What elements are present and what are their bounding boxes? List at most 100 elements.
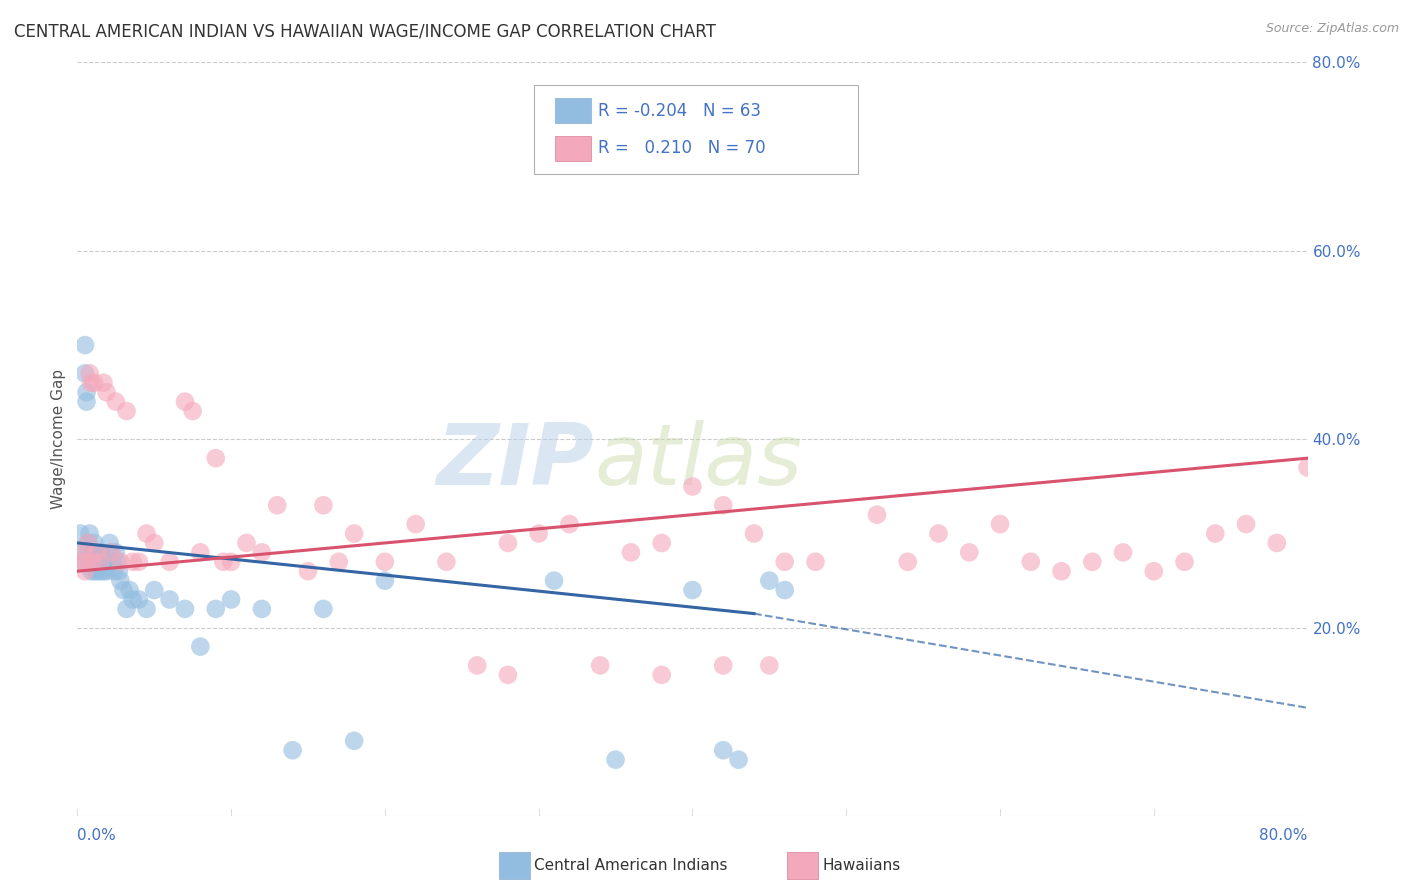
Point — [219, 555, 242, 569]
Point — [76, 555, 98, 569]
Point — [312, 602, 335, 616]
Point — [110, 574, 132, 588]
Point — [235, 536, 257, 550]
Text: ZIP: ZIP — [436, 420, 595, 503]
Point — [72, 555, 94, 569]
Point — [219, 592, 242, 607]
Point — [79, 526, 101, 541]
Point — [87, 555, 110, 569]
Point — [89, 555, 111, 569]
Point — [77, 536, 100, 550]
Point — [103, 564, 125, 578]
Point — [100, 545, 122, 559]
Point — [589, 658, 612, 673]
Point — [90, 545, 114, 559]
Point — [204, 451, 226, 466]
Point — [73, 564, 96, 578]
Point — [328, 555, 350, 569]
Point — [84, 555, 107, 569]
Point — [83, 376, 105, 390]
Point — [742, 526, 765, 541]
Point — [773, 583, 796, 598]
Point — [266, 498, 288, 512]
Point — [682, 583, 704, 598]
Point — [86, 545, 108, 559]
Point — [77, 536, 100, 550]
Point — [115, 404, 138, 418]
Point — [988, 517, 1011, 532]
Point — [90, 555, 114, 569]
Point — [250, 545, 273, 559]
Point — [897, 555, 920, 569]
Point — [105, 555, 128, 569]
Point — [89, 555, 111, 569]
Point — [651, 668, 673, 682]
Point — [82, 555, 104, 569]
Point — [620, 545, 643, 559]
Point — [758, 574, 780, 588]
Point — [121, 592, 143, 607]
Point — [79, 367, 101, 381]
Point — [82, 545, 104, 559]
Point — [1050, 564, 1073, 578]
Point — [82, 555, 104, 569]
Point — [96, 564, 118, 578]
Point — [77, 545, 100, 559]
Point — [96, 385, 118, 400]
Point — [212, 555, 235, 569]
Point — [281, 743, 304, 757]
Point — [70, 545, 93, 559]
Text: atlas: atlas — [595, 420, 801, 503]
Point — [83, 536, 105, 550]
Point — [80, 555, 103, 569]
Point — [76, 385, 98, 400]
Point — [1081, 555, 1104, 569]
Point — [79, 555, 101, 569]
Point — [1019, 555, 1042, 569]
Point — [80, 376, 103, 390]
Point — [758, 658, 780, 673]
Point — [93, 564, 115, 578]
Point — [928, 526, 950, 541]
Point — [135, 602, 157, 616]
Point — [711, 658, 734, 673]
Point — [436, 555, 458, 569]
Point — [343, 733, 366, 747]
Point — [108, 564, 131, 578]
Point — [72, 545, 94, 559]
Point — [1112, 545, 1135, 559]
Point — [115, 602, 138, 616]
Point — [465, 658, 488, 673]
Text: Central American Indians: Central American Indians — [534, 858, 728, 872]
Point — [98, 536, 121, 550]
Point — [496, 536, 519, 550]
Point — [112, 583, 135, 598]
Point — [405, 517, 427, 532]
Point — [527, 526, 550, 541]
Text: 0.0%: 0.0% — [77, 828, 117, 843]
Point — [188, 640, 212, 654]
Point — [558, 517, 581, 532]
Point — [83, 564, 105, 578]
Point — [89, 564, 111, 578]
Point — [104, 545, 127, 559]
Point — [1174, 555, 1197, 569]
Point — [651, 536, 673, 550]
Point — [343, 526, 366, 541]
Point — [543, 574, 565, 588]
Point — [181, 404, 204, 418]
Point — [773, 555, 796, 569]
Point — [97, 555, 120, 569]
Text: Hawaiians: Hawaiians — [823, 858, 901, 872]
Point — [143, 583, 166, 598]
Point — [174, 394, 197, 409]
Point — [605, 753, 627, 767]
Point — [1296, 460, 1319, 475]
Text: R = -0.204   N = 63: R = -0.204 N = 63 — [598, 102, 761, 120]
Point — [866, 508, 889, 522]
Point — [374, 555, 396, 569]
Point — [188, 545, 212, 559]
Point — [87, 545, 110, 559]
Point — [496, 668, 519, 682]
Point — [250, 602, 273, 616]
